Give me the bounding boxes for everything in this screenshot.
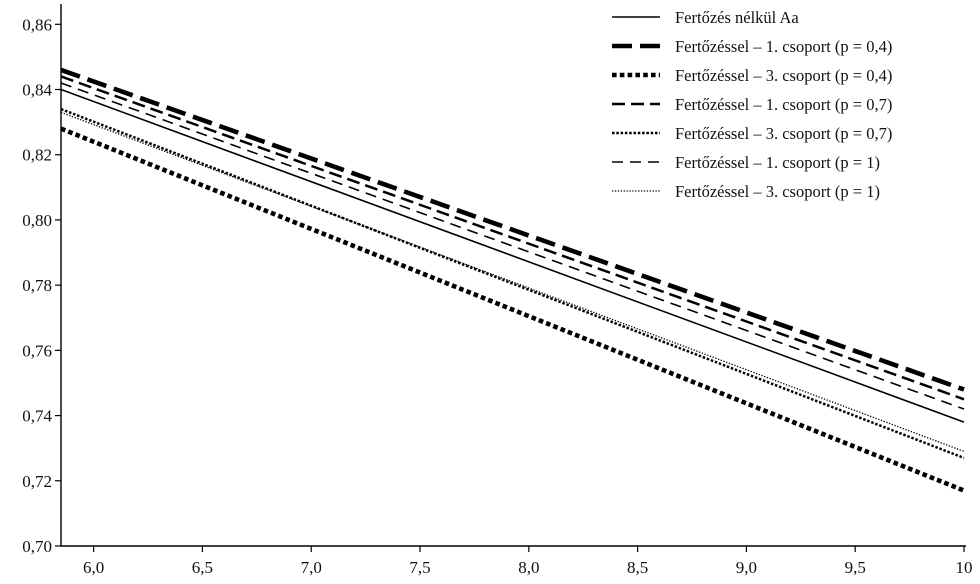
y-tick-label: 0,74 (22, 407, 52, 426)
legend-label-5: Fertőzéssel – 3. csoport (p = 0,7) (675, 124, 892, 143)
series-line-7 (60, 111, 965, 453)
y-tick-label: 0,70 (22, 537, 52, 556)
x-tick-label: 6,5 (192, 558, 213, 577)
y-tick-label: 0,80 (22, 211, 52, 230)
legend-label-2: Fertőzéssel – 1. csoport (p = 0,4) (675, 37, 892, 56)
x-tick-label: 7,5 (409, 558, 430, 577)
x-tick-label: 6,0 (83, 558, 104, 577)
legend: Fertőzés nélkül Aa Fertőzéssel – 1. csopo… (612, 8, 892, 201)
legend-label-7: Fertőzéssel – 3. csoport (p = 1) (675, 182, 880, 201)
series-line-6 (60, 82, 965, 410)
series-line-4 (60, 75, 965, 401)
y-tick-label: 0,72 (22, 472, 52, 491)
series-line-5 (60, 107, 965, 460)
legend-label-4: Fertőzéssel – 1. csoport (p = 0,7) (675, 95, 892, 114)
legend-label-1: Fertőzés nélkül Aa (675, 8, 799, 27)
series-line-2 (60, 67, 965, 392)
axes: 0,70 0,72 0,74 0,76 0,78 0,80 0,82 0,84 0,86 6,0 6… (22, 4, 973, 577)
y-tick-label: 0,76 (22, 341, 52, 360)
x-tick-label: 9,0 (736, 558, 757, 577)
x-tick-label: 9,5 (845, 558, 866, 577)
legend-label-6: Fertőzéssel – 1. csoport (p = 1) (675, 153, 880, 172)
series-line-3 (60, 126, 965, 493)
y-tick-label: 0,84 (22, 81, 52, 100)
legend-label-3: Fertőzéssel – 3. csoport (p = 0,4) (675, 66, 892, 85)
series-line-1 (60, 88, 965, 423)
y-tick-label: 0,82 (22, 146, 52, 165)
series-lines (60, 67, 965, 493)
x-tick-label: 7,0 (301, 558, 322, 577)
x-tick-label: 8,5 (627, 558, 648, 577)
x-tick-label: 10 (956, 558, 973, 577)
x-tick-label: 8,0 (518, 558, 539, 577)
y-tick-label: 0,78 (22, 276, 52, 295)
y-tick-label: 0,86 (22, 15, 52, 34)
